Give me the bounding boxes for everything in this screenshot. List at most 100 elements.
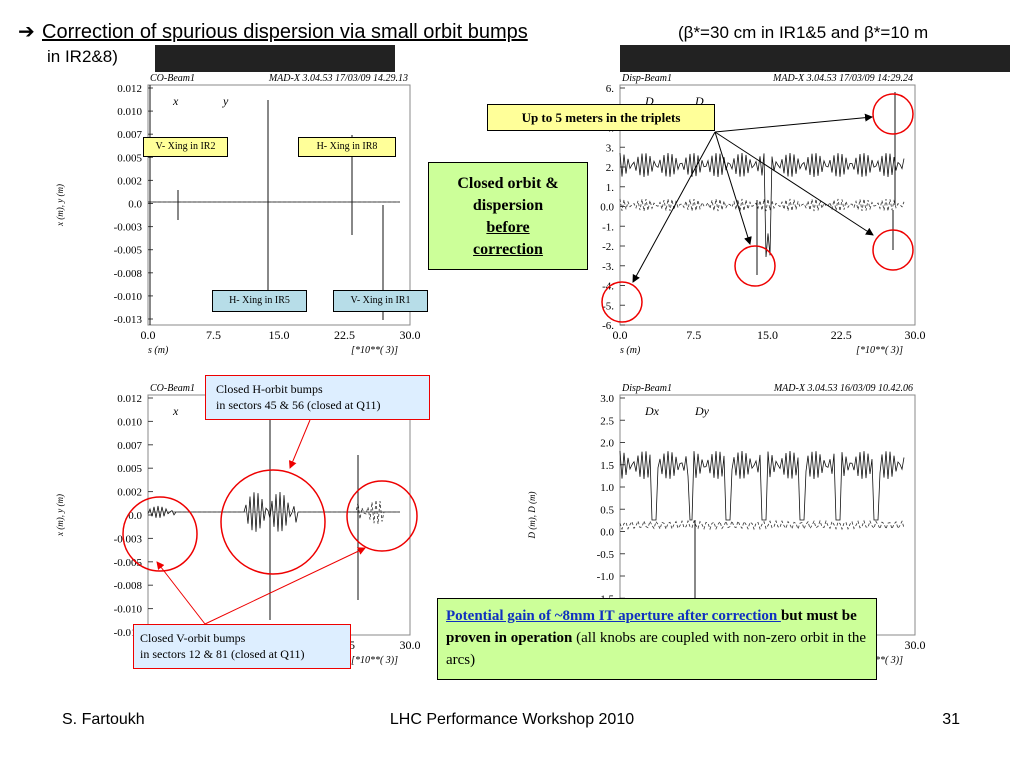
- y-tick-label: 0.005: [117, 152, 142, 164]
- label-box: H- Xing in IR8: [298, 137, 396, 157]
- panel-header: CO-Beam1: [150, 383, 195, 394]
- label-box: Potential gain of ~8mm IT aperture after…: [437, 598, 877, 680]
- y-tick-label: 0.007: [117, 440, 142, 452]
- y-tick-label: -1.0: [597, 571, 615, 583]
- y-tick-label: 2.0: [600, 438, 614, 450]
- circle: [220, 469, 326, 575]
- circle: [601, 281, 643, 323]
- bullet: ➔: [18, 21, 35, 43]
- arrow: [714, 131, 874, 236]
- y-tick-label: -0.003: [114, 533, 143, 545]
- decoration: [155, 45, 395, 72]
- circle: [872, 229, 914, 271]
- y-tick-label: 0.012: [117, 83, 142, 95]
- x-tick-label: 30.0: [400, 328, 421, 342]
- label-box: V- Xing in IR1: [333, 290, 428, 312]
- title: Correction of spurious dispersion via sm…: [42, 21, 528, 43]
- circle: [122, 496, 198, 572]
- subtitle: (β*=30 cm in IR1&5 and β*=10 m: [678, 23, 928, 42]
- y-tick-label: 0.0: [600, 202, 614, 214]
- circle: [872, 93, 914, 135]
- arrow: [289, 419, 311, 469]
- x-tick-label: 30.0: [905, 328, 926, 342]
- label-box: Closed orbit & dispersion before correct…: [428, 162, 588, 270]
- y-tick-label: -6.: [602, 320, 614, 332]
- y-tick-label: 0.012: [117, 393, 142, 405]
- panel-header: Disp-Beam1: [621, 73, 672, 84]
- y-tick-label: 0.002: [117, 487, 142, 499]
- y-tick-label: 0.002: [117, 175, 142, 187]
- trace: [619, 519, 905, 531]
- curve-label: D: [694, 94, 704, 108]
- panel-header: CO-Beam1: [150, 73, 195, 84]
- y-tick-label: 0.007: [117, 129, 142, 141]
- label-box: Closed H-orbit bumps in sectors 45 & 56 …: [205, 375, 430, 420]
- trace: [619, 198, 905, 212]
- arrow: [714, 113, 873, 133]
- y-tick-label: 1.5: [600, 460, 614, 472]
- label-box: V- Xing in IR2: [143, 137, 228, 157]
- y-tick-label: -0.010: [114, 604, 143, 616]
- text: before: [486, 219, 530, 236]
- y-tick-label: -0.008: [114, 580, 143, 592]
- y-tick-label: -0.005: [114, 557, 143, 569]
- y-tick-label: 6.: [606, 83, 615, 95]
- y-tick-label: -0.003: [114, 222, 143, 234]
- y-tick-label: 0.005: [117, 463, 142, 475]
- y-tick-label: -4.: [602, 281, 614, 293]
- x-tick-label: 15.0: [269, 328, 290, 342]
- x-axis-unit: [*10**( 3)]: [856, 655, 903, 666]
- trace-group: [619, 152, 905, 258]
- x-axis-unit: [*10**( 3)]: [856, 345, 903, 356]
- trace-group: [147, 491, 400, 532]
- text: Potential gain of ~8mm IT aperture after…: [446, 608, 781, 624]
- y-tick-label: 1.: [606, 182, 615, 194]
- y-tick-label: 0.0: [128, 199, 142, 211]
- y-tick-label: -2.: [602, 241, 614, 253]
- arrow: [156, 561, 206, 625]
- y-tick-label: 1.0: [600, 482, 614, 494]
- y-tick-label: -0.008: [114, 268, 143, 280]
- label-box: Up to 5 meters in the triplets: [487, 104, 715, 131]
- x-tick-label: 30.0: [400, 638, 421, 652]
- y-tick-label: 3.: [606, 142, 615, 154]
- plot-frame: [619, 84, 916, 326]
- y-tick-label: 0.0: [128, 510, 142, 522]
- text: (all knobs are coupled with non-zero orb…: [446, 630, 867, 668]
- arrow: [632, 131, 716, 283]
- trace-group: [619, 450, 905, 531]
- y-tick-label: 3.0: [600, 393, 614, 405]
- y-tick-label: -1.: [602, 221, 614, 233]
- panel-header: MAD-X 3.04.53 17/03/09 14:29.24: [772, 73, 913, 84]
- y-tick-label: 2.: [606, 162, 615, 174]
- curve-label: y: [222, 94, 229, 108]
- x-tick-label: 15.0: [757, 328, 778, 342]
- y-tick-label: -0.005: [114, 245, 143, 257]
- arrows: [632, 113, 874, 283]
- curve-label: x: [172, 94, 179, 108]
- y-axis-label: x (m), y (m): [55, 184, 65, 227]
- x-tick-label: 22.5: [831, 328, 852, 342]
- panel-header: MAD-X 3.04.53 17/03/09 14.29.13: [268, 73, 408, 84]
- curve-label: x: [172, 404, 179, 418]
- text: Closed H-orbit bumps: [216, 382, 323, 396]
- panel-header: Disp-Beam1: [621, 383, 672, 394]
- text: in sectors 12 & 81 (closed at Q11): [140, 647, 305, 661]
- highlight-circles: [122, 93, 914, 575]
- arrow: [714, 131, 752, 245]
- y-tick-label: 2.5: [600, 415, 614, 427]
- text: Closed V-orbit bumps: [140, 631, 246, 645]
- arrows: [156, 419, 366, 625]
- footer-center: LHC Performance Workshop 2010: [390, 711, 634, 728]
- x-tick-label: 7.5: [206, 328, 221, 342]
- x-axis-label: s (m): [148, 345, 169, 356]
- x-tick-label: 7.5: [686, 328, 701, 342]
- panel-header: MAD-X 3.04.53 16/03/09 10.42.06: [773, 383, 913, 394]
- text: Closed orbit &: [457, 175, 559, 192]
- x-axis-label: s (m): [620, 345, 641, 356]
- y-axis-label: D (m), D (m): [527, 492, 537, 540]
- y-tick-label: -0.010: [114, 291, 143, 303]
- x-tick-label: 22.5: [334, 328, 355, 342]
- y-tick-label: -0.013: [114, 314, 143, 326]
